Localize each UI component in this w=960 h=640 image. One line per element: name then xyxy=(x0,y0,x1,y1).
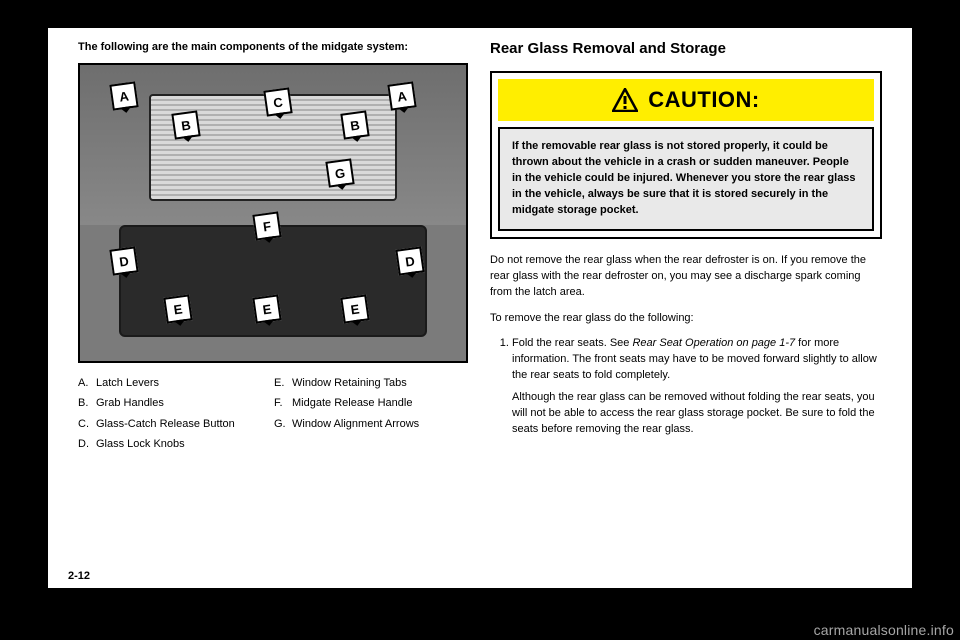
legend-letter: G. xyxy=(274,416,292,433)
paragraph-defroster: Do not remove the rear glass when the re… xyxy=(490,253,882,301)
right-column: Rear Glass Removal and Storage CAUTION: … xyxy=(480,40,892,580)
step-1-text-a: Fold the rear seats. See xyxy=(512,337,632,349)
legend-text: Window Retaining Tabs xyxy=(292,375,470,392)
legend-item: C.Glass-Catch Release Button xyxy=(78,416,274,433)
warning-icon xyxy=(612,88,638,112)
diagram-tag: B xyxy=(341,111,370,140)
manual-page: The following are the main components of… xyxy=(48,28,912,588)
legend-item: F.Midgate Release Handle xyxy=(274,395,470,412)
left-column: The following are the main components of… xyxy=(68,40,480,580)
page-number: 2-12 xyxy=(68,570,90,582)
legend-col-left: A.Latch LeversB.Grab HandlesC.Glass-Catc… xyxy=(78,375,274,457)
midgate-diagram: AABBCGFDDEEE xyxy=(78,63,468,363)
diagram-tag: F xyxy=(252,211,281,240)
legend-letter: D. xyxy=(78,436,96,453)
legend-text: Glass Lock Knobs xyxy=(96,436,274,453)
caution-body: If the removable rear glass is not store… xyxy=(498,127,874,231)
caution-header: CAUTION: xyxy=(498,79,874,121)
diagram-tag: D xyxy=(395,247,424,276)
legend-text: Window Alignment Arrows xyxy=(292,416,470,433)
caution-box: CAUTION: If the removable rear glass is … xyxy=(490,71,882,239)
legend: A.Latch LeversB.Grab HandlesC.Glass-Catc… xyxy=(78,375,470,457)
diagram-tag: G xyxy=(325,158,354,187)
diagram-tag: C xyxy=(264,87,293,116)
legend-text: Midgate Release Handle xyxy=(292,395,470,412)
diagram-tag: E xyxy=(163,294,192,323)
diagram-tag: A xyxy=(387,81,416,110)
legend-item: B.Grab Handles xyxy=(78,395,274,412)
legend-letter: F. xyxy=(274,395,292,412)
legend-text: Latch Levers xyxy=(96,375,274,392)
legend-letter: C. xyxy=(78,416,96,433)
diagram-tag: E xyxy=(252,294,281,323)
diagram-tag: A xyxy=(109,81,138,110)
legend-item: E.Window Retaining Tabs xyxy=(274,375,470,392)
intro-text: The following are the main components of… xyxy=(78,40,470,55)
steps-list: Fold the rear seats. See Rear Seat Opera… xyxy=(490,336,882,446)
step-1-ref: Rear Seat Operation on page 1-7 xyxy=(632,337,795,349)
legend-col-right: E.Window Retaining TabsF.Midgate Release… xyxy=(274,375,470,457)
diagram-tag: B xyxy=(171,111,200,140)
legend-letter: A. xyxy=(78,375,96,392)
section-title: Rear Glass Removal and Storage xyxy=(490,40,882,57)
legend-letter: E. xyxy=(274,375,292,392)
legend-item: A.Latch Levers xyxy=(78,375,274,392)
diagram-tag: D xyxy=(109,247,138,276)
caution-label: CAUTION: xyxy=(648,87,760,113)
legend-letter: B. xyxy=(78,395,96,412)
legend-item: G.Window Alignment Arrows xyxy=(274,416,470,433)
paragraph-instruction: To remove the rear glass do the followin… xyxy=(490,311,882,327)
legend-text: Grab Handles xyxy=(96,395,274,412)
step-1: Fold the rear seats. See Rear Seat Opera… xyxy=(512,336,882,438)
watermark: carmanualsonline.info xyxy=(814,622,954,638)
legend-text: Glass-Catch Release Button xyxy=(96,416,274,433)
diagram-tag: E xyxy=(341,294,370,323)
step-1-sub: Although the rear glass can be removed w… xyxy=(512,390,882,438)
legend-item: D.Glass Lock Knobs xyxy=(78,436,274,453)
